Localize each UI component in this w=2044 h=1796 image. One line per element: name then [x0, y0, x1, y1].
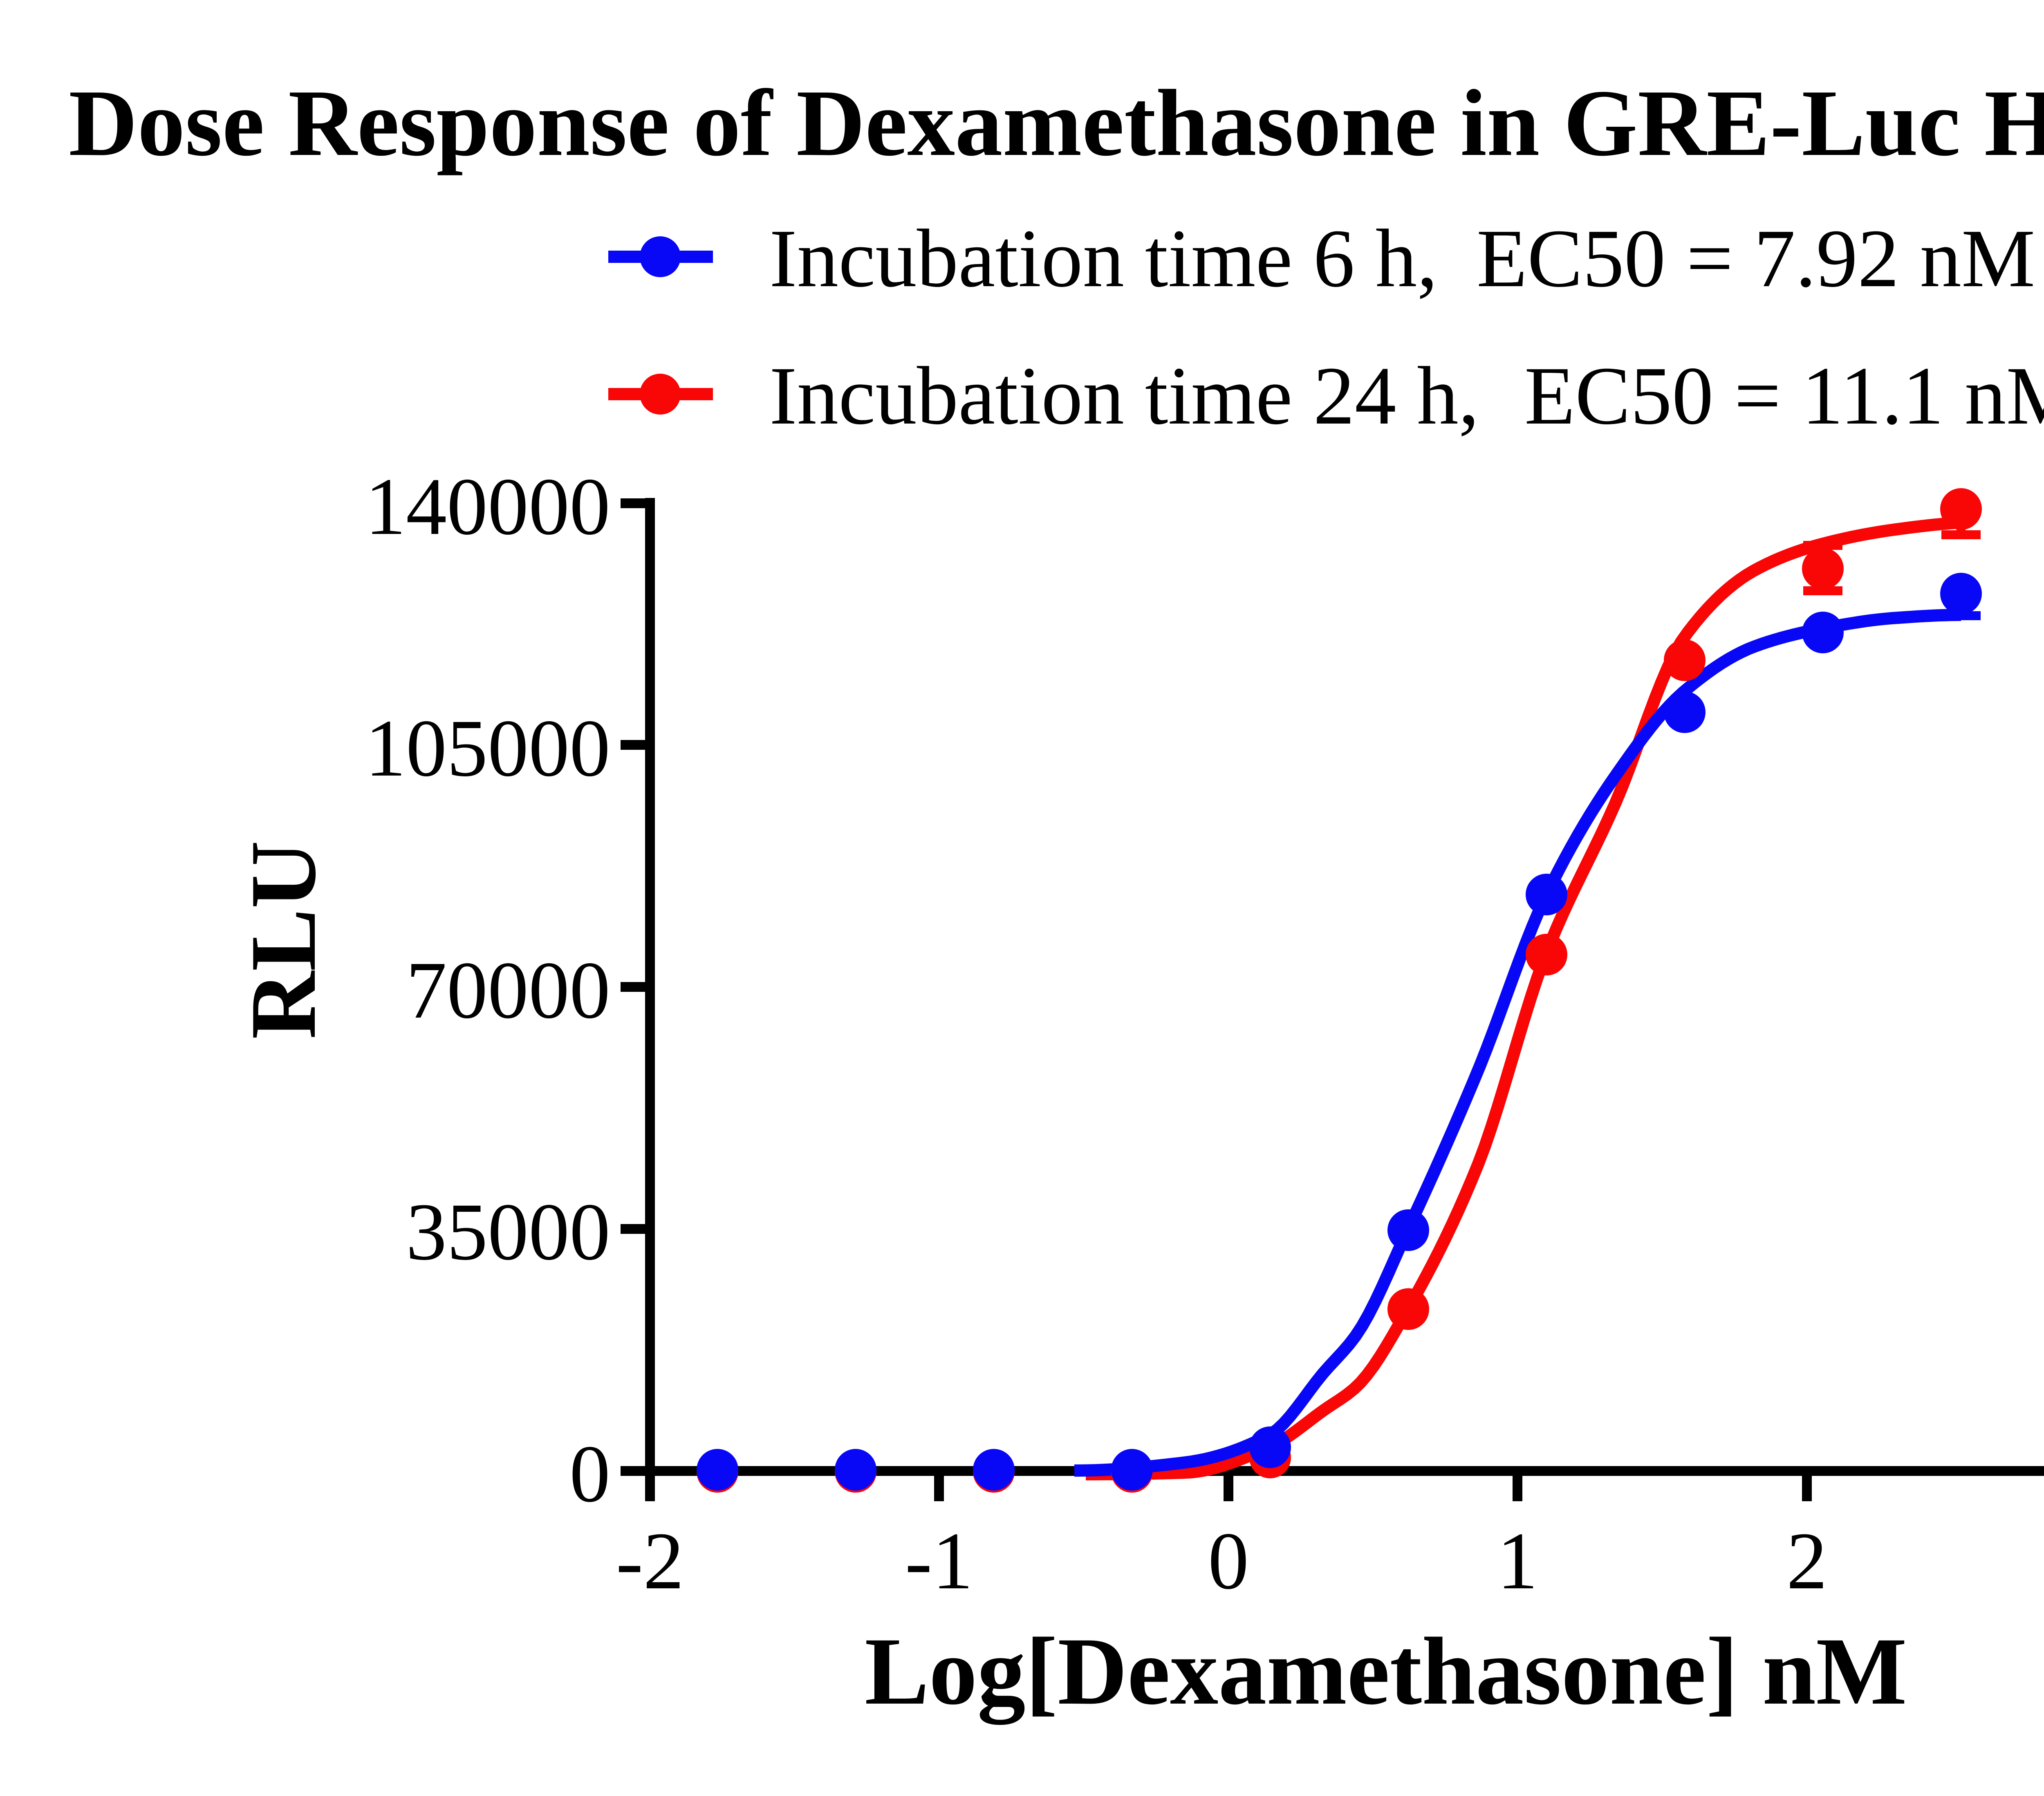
svg-text:Log[Dexamethasone] nM: Log[Dexamethasone] nM — [865, 1618, 1907, 1725]
svg-text:35000: 35000 — [406, 1187, 610, 1277]
svg-text:2: 2 — [1786, 1516, 1827, 1606]
svg-text:EC50 = 11.1 nM: EC50 = 11.1 nM — [1524, 350, 2044, 442]
svg-text:-1: -1 — [905, 1516, 973, 1606]
svg-text:0: 0 — [1208, 1516, 1249, 1606]
svg-text:70000: 70000 — [406, 945, 610, 1036]
svg-text:105000: 105000 — [365, 703, 610, 794]
svg-text:Incubation time 24 h,: Incubation time 24 h, — [769, 350, 1479, 442]
svg-text:0: 0 — [569, 1429, 610, 1519]
svg-text:140000: 140000 — [365, 462, 610, 552]
svg-text:-2: -2 — [616, 1516, 684, 1606]
svg-text:Dose Response of Dexamethasone: Dose Response of Dexamethasone in GRE-Lu… — [69, 70, 2044, 176]
svg-text:EC50 = 7.92 nM: EC50 = 7.92 nM — [1477, 212, 2035, 304]
svg-text:1: 1 — [1497, 1516, 1538, 1606]
svg-text:Incubation time 6 h,: Incubation time 6 h, — [769, 212, 1438, 304]
svg-text:RLU: RLU — [231, 841, 335, 1039]
